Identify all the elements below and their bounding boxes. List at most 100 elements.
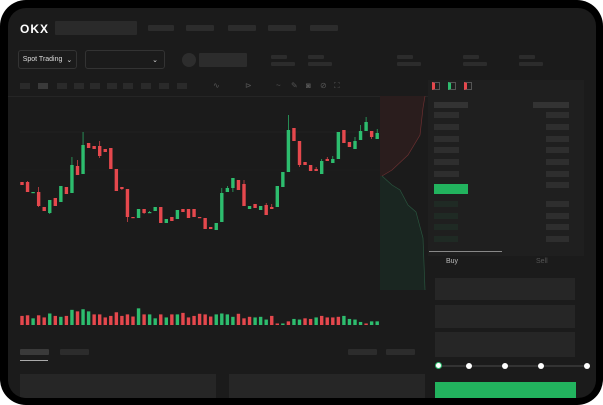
- orderbook-both-icon[interactable]: [432, 82, 440, 90]
- slider-handle[interactable]: [435, 362, 442, 369]
- slider-mark[interactable]: [502, 363, 508, 369]
- volume-bar: [247, 316, 252, 325]
- volume-bar: [103, 317, 107, 325]
- tab-order-history[interactable]: [60, 349, 89, 355]
- candle: [203, 218, 207, 229]
- orderbook-bids-icon[interactable]: [448, 82, 456, 90]
- bid-row: [434, 224, 458, 230]
- timeframe-button[interactable]: [90, 83, 100, 89]
- volume-bar: [353, 319, 357, 325]
- candle: [236, 180, 241, 190]
- candle: [364, 122, 368, 131]
- ask-row: [434, 136, 459, 142]
- bid-row: [546, 213, 569, 219]
- search-input[interactable]: [55, 21, 137, 35]
- timeframe-button[interactable]: [74, 83, 84, 89]
- volume-bar: [125, 314, 130, 325]
- volume-bar: [320, 315, 324, 325]
- timeframe-button[interactable]: [123, 83, 133, 89]
- candle: [103, 149, 107, 152]
- volume-bar: [42, 317, 46, 325]
- tab-buy[interactable]: Buy: [446, 258, 459, 265]
- line-icon[interactable]: ~: [276, 81, 281, 90]
- candle: [270, 207, 274, 209]
- bid-row: [434, 236, 458, 242]
- candle: [303, 162, 307, 165]
- amount-input[interactable]: [435, 305, 575, 328]
- nav-item[interactable]: [268, 25, 296, 31]
- volume-bar: [75, 311, 80, 325]
- filter-button[interactable]: [386, 349, 415, 355]
- timeframe-button[interactable]: [57, 83, 67, 89]
- nav-item[interactable]: [228, 25, 256, 31]
- volume-bar: [364, 323, 368, 325]
- ask-row: [546, 171, 569, 177]
- volume-bar: [314, 317, 318, 325]
- volume-bar: [142, 314, 146, 325]
- nav-item[interactable]: [186, 25, 214, 31]
- volume-bar: [59, 316, 63, 325]
- settings-icon[interactable]: ⊘: [320, 81, 327, 90]
- pencil-icon[interactable]: ✎: [291, 81, 298, 90]
- volume-bar: [281, 323, 285, 325]
- slider-mark[interactable]: [466, 363, 472, 369]
- tab-sell[interactable]: Sell: [536, 258, 548, 265]
- bid-row: [546, 201, 569, 207]
- draw-icon[interactable]: ⊳: [245, 81, 252, 90]
- indicator-icon[interactable]: ∿: [213, 81, 220, 90]
- candle: [292, 128, 296, 141]
- ask-row: [546, 112, 569, 118]
- price-input[interactable]: [435, 278, 575, 300]
- timeframe-button[interactable]: [141, 83, 151, 89]
- timeframe-button[interactable]: [107, 83, 117, 89]
- candle: [331, 159, 335, 163]
- ask-row: [546, 182, 569, 188]
- candle: [375, 133, 379, 139]
- volume-bar: [258, 316, 263, 325]
- candle: [86, 143, 91, 148]
- candle: [31, 192, 35, 194]
- candle: [153, 207, 157, 211]
- nav-item[interactable]: [310, 25, 338, 31]
- candle: [75, 166, 80, 175]
- timeframe-button[interactable]: [177, 83, 187, 89]
- filter-button[interactable]: [348, 349, 377, 355]
- volume-bar: [53, 315, 57, 325]
- total-input[interactable]: [435, 332, 575, 357]
- slider-mark[interactable]: [584, 363, 590, 369]
- slider-mark[interactable]: [538, 363, 544, 369]
- volume-bar: [225, 314, 230, 325]
- volume-bar: [375, 321, 379, 325]
- candle: [120, 187, 124, 189]
- market-type-dropdown[interactable]: Spot Trading ⌄: [18, 50, 77, 69]
- ask-row: [434, 171, 459, 177]
- camera-icon[interactable]: ◙: [306, 81, 311, 90]
- timeframe-button[interactable]: [20, 83, 30, 89]
- ask-row: [434, 112, 459, 118]
- candle: [286, 130, 291, 172]
- orders-panel: [20, 374, 216, 398]
- nav-item[interactable]: [148, 25, 174, 31]
- candle: [325, 159, 329, 161]
- bid-row: [434, 201, 458, 207]
- candle: [214, 223, 218, 230]
- candle: [336, 132, 341, 159]
- stat: [397, 62, 421, 66]
- fullscreen-icon[interactable]: ⛶: [334, 81, 340, 90]
- volume-bar: [170, 314, 174, 325]
- volume-bar: [264, 319, 268, 325]
- timeframe-button[interactable]: [159, 83, 169, 89]
- buy-button[interactable]: [435, 382, 576, 398]
- bid-row: [546, 224, 569, 230]
- volume-bar: [20, 315, 24, 325]
- candle: [175, 210, 180, 219]
- timeframe-button[interactable]: [38, 83, 48, 89]
- candle: [109, 148, 113, 169]
- orderbook-asks-icon[interactable]: [464, 82, 472, 90]
- candle: [220, 193, 224, 222]
- volume-bar: [153, 318, 157, 325]
- leverage-slider[interactable]: [438, 365, 588, 367]
- tab-open-orders[interactable]: [20, 349, 49, 355]
- pair-dropdown[interactable]: ⌄: [85, 50, 165, 69]
